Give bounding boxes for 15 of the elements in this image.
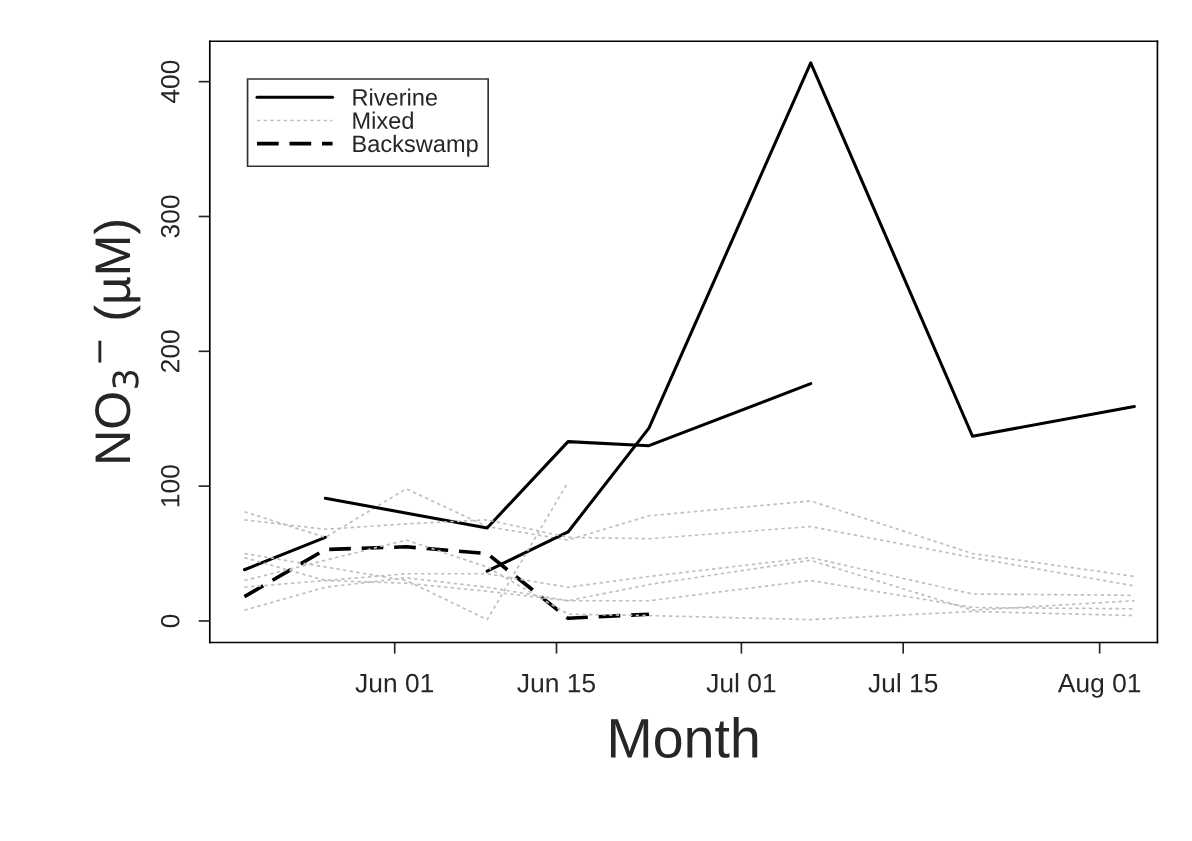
x-tick-label: Jun 15 [517, 674, 595, 693]
legend-label: Riverine [353, 88, 438, 106]
x-tick-label: Jun 01 [355, 673, 434, 693]
x-tick-label: Aug 01 [1057, 673, 1141, 698]
legend-label: Backswamp [353, 134, 478, 157]
y-axis-title: NO$_{3}$$^{−}$ (µM) [93, 221, 141, 462]
y-tick-label: 0 [160, 614, 180, 628]
x-tick-label: Jul 15 [868, 673, 938, 693]
x-tick-label: Jul 01 [706, 673, 776, 693]
y-tick-label: 100 [160, 465, 180, 507]
y-tick-label: 200 [160, 330, 180, 372]
x-axis-title: Month [610, 717, 758, 758]
y-tick-label: 400 [160, 60, 180, 104]
legend-label: Mixed [353, 111, 413, 129]
y-tick-label: 300 [160, 195, 180, 238]
